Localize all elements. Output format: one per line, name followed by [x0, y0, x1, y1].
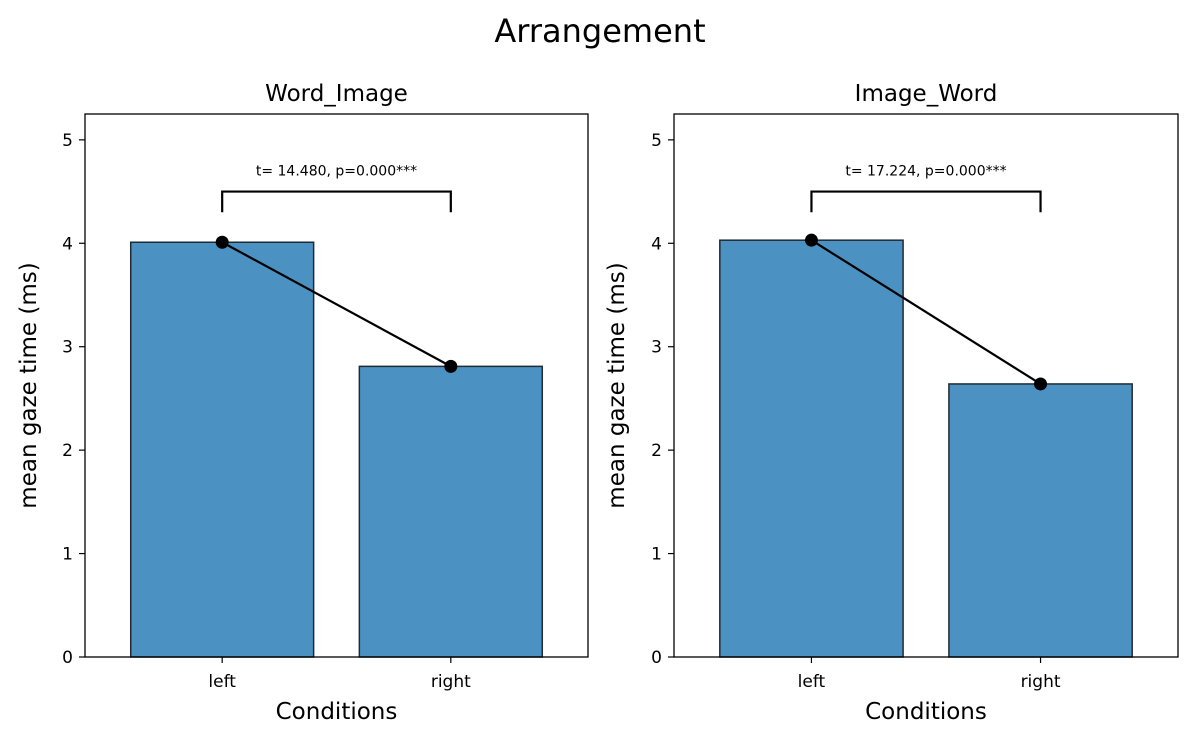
mean-point-left — [215, 235, 229, 249]
y-tick-label: 0 — [62, 648, 73, 668]
figure-title: Arrangement — [494, 12, 705, 50]
mean-line — [810, 239, 1042, 385]
bar-right — [358, 365, 544, 658]
mean-line — [221, 241, 452, 368]
mean-point-right — [444, 359, 458, 373]
x-tick-label-left: left — [798, 672, 826, 692]
y-tick-label: 3 — [62, 338, 73, 358]
x-axis-label: Conditions — [276, 699, 398, 725]
x-tick-label-right: right — [1021, 672, 1061, 692]
significance-bracket — [810, 190, 1042, 213]
y-tick-label: 0 — [651, 648, 662, 668]
significance-annotation: t= 17.224, p=0.000*** — [845, 164, 1006, 180]
x-tick-label-left: left — [208, 672, 236, 692]
y-tick-label: 1 — [651, 545, 662, 565]
y-axis-label: mean gaze time (ms) — [604, 262, 630, 508]
subplot-title: Word_Image — [265, 81, 408, 107]
y-tick-label: 2 — [62, 441, 73, 461]
y-tick-label: 5 — [651, 131, 662, 151]
significance-annotation: t= 14.480, p=0.000*** — [256, 164, 417, 180]
y-tick-label: 5 — [62, 131, 73, 151]
x-tick-label-right: right — [431, 672, 471, 692]
subplot-image-word: t= 17.224, p=0.000*** 0 1 2 3 4 5 left right Imag… — [604, 81, 1179, 725]
mean-point-left — [804, 233, 818, 247]
x-axis-label: Conditions — [865, 699, 987, 725]
y-axis-label: mean gaze time (ms) — [16, 262, 42, 508]
significance-bracket — [221, 190, 452, 213]
axes-frame — [84, 113, 589, 658]
y-tick-label: 4 — [62, 234, 73, 254]
y-tick-label: 1 — [62, 545, 73, 565]
subplot-word-image: t= 14.480, p=0.000*** 0 1 2 3 4 5 left right Word… — [16, 81, 589, 725]
mean-point-right — [1034, 377, 1048, 391]
bar-left — [719, 239, 904, 658]
subplot-title: Image_Word — [855, 81, 998, 107]
y-tick-label: 2 — [651, 441, 662, 461]
bar-left — [129, 241, 315, 658]
bar-right — [948, 383, 1133, 658]
y-tick-label: 4 — [651, 234, 662, 254]
axes-frame — [673, 113, 1179, 658]
y-tick-label: 3 — [651, 338, 662, 358]
